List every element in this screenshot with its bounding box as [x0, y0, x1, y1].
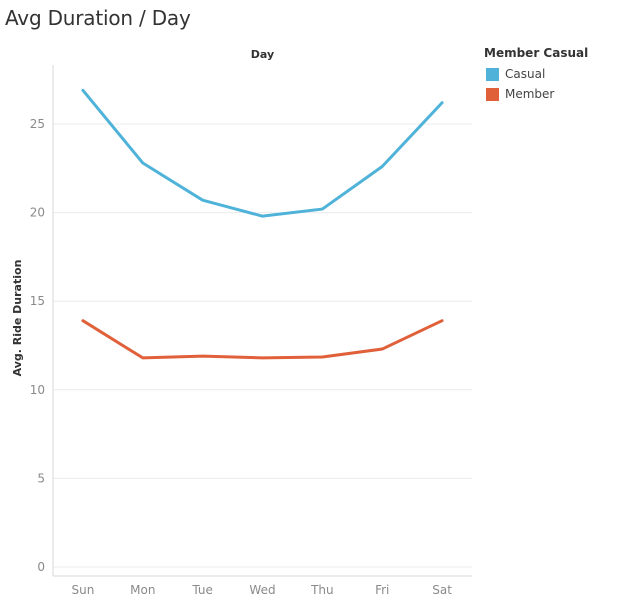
legend-item-casual[interactable]: Casual [484, 64, 588, 84]
series-lines [81, 88, 444, 360]
y-tick-labels: 0 5 10 15 20 25 [30, 117, 45, 574]
legend-label-casual: Casual [505, 67, 546, 81]
grid-lines [53, 123, 472, 568]
chart-title: Avg Duration / Day [5, 6, 191, 30]
legend-label-member: Member [505, 87, 555, 101]
legend-title: Member Casual [484, 46, 589, 60]
series-line-member[interactable] [81, 319, 444, 360]
legend-item-member[interactable]: Member [484, 84, 588, 104]
x-tick-label: Thu [310, 583, 334, 597]
legend-swatch-member [486, 87, 499, 101]
x-tick-label: Sun [72, 583, 95, 597]
y-tick-label: 20 [30, 206, 45, 220]
y-tick-label: 5 [37, 471, 45, 485]
x-tick-label: Wed [249, 583, 275, 597]
x-axis-title: Day [251, 48, 274, 61]
x-tick-label: Mon [130, 583, 155, 597]
x-tick-labels: Sun Mon Tue Wed Thu Fri Sat [72, 583, 453, 597]
y-tick-label: 25 [30, 117, 45, 131]
legend-swatch-casual [486, 67, 499, 81]
y-tick-label: 10 [30, 383, 45, 397]
y-tick-label: 15 [30, 294, 45, 308]
x-tick-label: Fri [375, 583, 389, 597]
y-axis-title: Avg. Ride Duration [11, 260, 24, 377]
legend: Member Casual Casual Member [484, 46, 588, 104]
y-tick-label: 0 [37, 560, 45, 574]
x-tick-label: Sat [432, 583, 452, 597]
x-tick-label: Tue [191, 583, 213, 597]
series-line-casual[interactable] [81, 88, 444, 218]
